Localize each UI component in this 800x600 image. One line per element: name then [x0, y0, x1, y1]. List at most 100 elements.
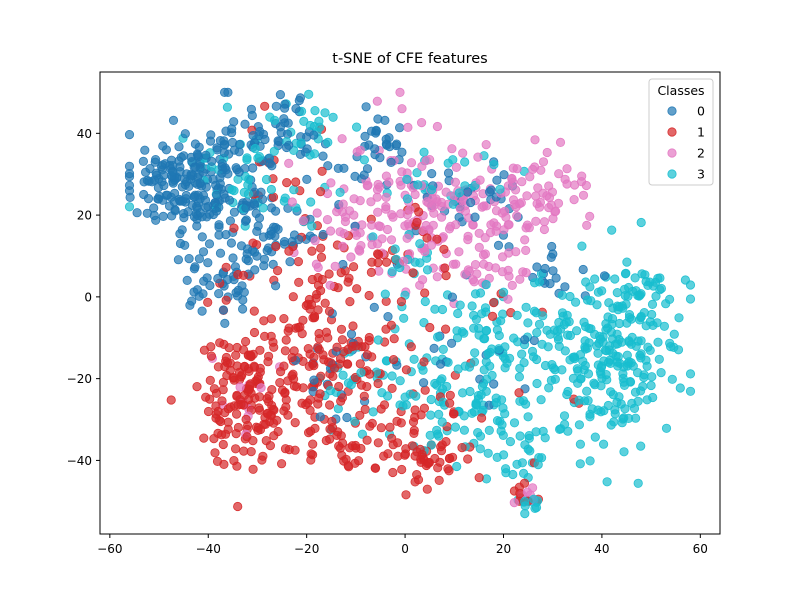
point-class-1 — [205, 394, 215, 404]
point-class-3 — [575, 459, 585, 469]
point-class-1 — [309, 312, 320, 323]
point-class-1 — [359, 391, 369, 401]
point-class-1 — [232, 342, 242, 353]
point-class-3 — [680, 275, 691, 285]
point-class-2 — [374, 221, 384, 231]
point-class-3 — [512, 459, 522, 469]
point-class-2 — [354, 245, 364, 255]
point-class-3 — [502, 358, 512, 368]
point-class-3 — [656, 367, 666, 378]
point-class-3 — [520, 508, 530, 519]
point-class-3 — [335, 187, 345, 197]
point-class-0 — [394, 123, 405, 133]
point-class-2 — [287, 197, 297, 207]
point-class-1 — [373, 378, 383, 389]
point-class-3 — [409, 354, 419, 364]
point-class-2 — [444, 224, 455, 234]
point-class-1 — [276, 459, 287, 469]
point-class-2 — [417, 161, 427, 171]
point-class-1 — [290, 417, 300, 428]
point-class-1 — [324, 306, 335, 316]
point-class-3 — [481, 325, 492, 336]
point-class-2 — [382, 224, 393, 235]
point-class-2 — [421, 220, 431, 231]
point-class-1 — [293, 256, 303, 267]
point-class-1 — [336, 267, 346, 278]
point-class-1 — [436, 442, 446, 452]
point-class-3 — [279, 196, 289, 206]
point-class-1 — [192, 381, 202, 392]
point-class-2 — [352, 147, 362, 157]
point-class-0 — [249, 199, 259, 209]
point-class-1 — [445, 398, 455, 408]
point-class-1 — [324, 400, 335, 410]
point-class-3 — [498, 403, 508, 413]
point-class-1 — [242, 432, 252, 442]
point-class-0 — [267, 161, 277, 171]
point-class-3 — [595, 366, 605, 376]
point-class-3 — [498, 450, 509, 460]
point-class-2 — [381, 202, 391, 212]
legend-label-class-3: 3 — [697, 167, 705, 182]
point-class-2 — [497, 208, 507, 218]
point-class-0 — [190, 139, 200, 149]
point-class-1 — [304, 361, 314, 371]
point-class-3 — [473, 323, 484, 333]
point-class-0 — [238, 295, 248, 305]
y-axis: −40 −20 0 20 40 — [67, 127, 100, 468]
point-class-0 — [181, 190, 191, 201]
point-class-3 — [665, 338, 675, 348]
point-class-3 — [667, 374, 677, 384]
point-class-1 — [281, 335, 291, 345]
point-class-0 — [124, 130, 135, 140]
point-class-3 — [577, 241, 587, 251]
point-class-0 — [156, 162, 167, 172]
point-class-3 — [222, 102, 232, 112]
point-class-1 — [425, 322, 435, 333]
point-class-1 — [408, 268, 418, 278]
point-class-3 — [269, 146, 279, 156]
point-class-1 — [166, 395, 176, 405]
point-class-3 — [557, 308, 568, 318]
point-class-0 — [443, 168, 454, 178]
point-class-3 — [307, 221, 317, 231]
point-class-0 — [239, 287, 249, 297]
point-class-1 — [222, 358, 232, 368]
point-class-3 — [492, 415, 503, 426]
point-class-0 — [253, 221, 263, 231]
point-class-0 — [302, 144, 312, 154]
point-class-3 — [523, 318, 533, 328]
point-class-2 — [512, 211, 522, 221]
point-class-1 — [385, 422, 395, 432]
x-tick-label: −20 — [294, 542, 319, 556]
point-class-1 — [345, 296, 355, 307]
point-class-1 — [514, 388, 524, 398]
point-class-1 — [215, 338, 225, 348]
point-class-0 — [175, 162, 185, 172]
point-class-3 — [531, 308, 541, 318]
point-class-3 — [534, 319, 545, 329]
point-class-3 — [553, 332, 563, 342]
point-class-3 — [652, 318, 662, 328]
point-class-0 — [529, 335, 539, 346]
chart-title: t-SNE of CFE features — [332, 51, 487, 67]
point-class-3 — [373, 335, 383, 345]
point-class-1 — [316, 252, 327, 262]
point-class-3 — [450, 422, 460, 432]
point-class-3 — [572, 364, 582, 374]
point-class-3 — [528, 352, 539, 362]
point-class-3 — [470, 348, 480, 358]
point-class-3 — [590, 274, 600, 284]
point-class-0 — [532, 262, 542, 272]
point-class-3 — [646, 380, 656, 391]
legend-entries: 0 1 2 3 — [667, 104, 705, 182]
point-class-3 — [639, 307, 649, 318]
point-class-3 — [608, 389, 618, 400]
point-class-2 — [539, 217, 550, 227]
point-class-0 — [224, 195, 235, 205]
point-class-0 — [429, 343, 439, 353]
point-class-3 — [648, 281, 658, 291]
point-class-1 — [205, 375, 215, 385]
point-class-3 — [520, 496, 530, 507]
point-class-0 — [383, 311, 393, 322]
